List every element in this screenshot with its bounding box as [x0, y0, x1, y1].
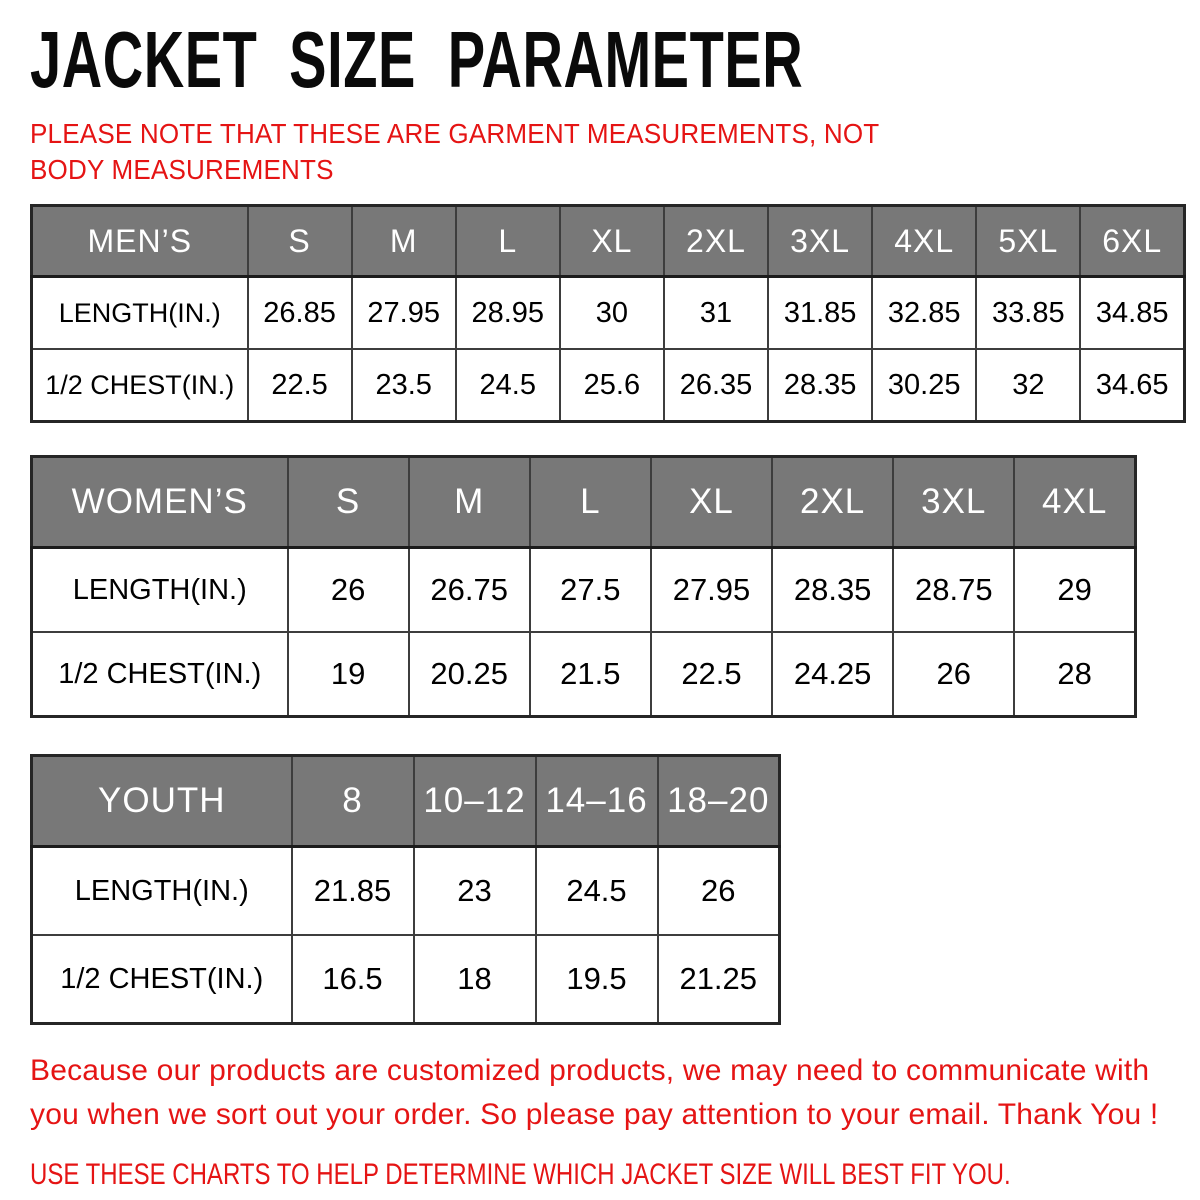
size-value-cell: 23.5: [350, 348, 457, 423]
size-header-cell: 6XL: [1079, 204, 1186, 278]
size-value-cell: 26: [286, 546, 410, 633]
size-header-cell: 2XL: [662, 204, 770, 278]
size-header-cell: S: [246, 204, 353, 278]
size-value-cell: 19.5: [534, 934, 659, 1025]
header-row: WOMEN’S S M L XL 2XL 3XL 4XL: [30, 455, 1137, 549]
size-value-cell: 31.85: [767, 275, 874, 350]
size-value-cell: 28: [1013, 631, 1137, 718]
size-value-cell: 26: [892, 631, 1016, 718]
row-label-cell: 1/2 CHEST(IN.): [30, 934, 293, 1025]
size-value-cell: 29: [1013, 546, 1137, 633]
table-title-cell: WOMEN’S: [30, 455, 289, 549]
page-title: JACKET SIZE PARAMETER: [30, 18, 1185, 102]
size-value-cell: 34.85: [1079, 275, 1186, 350]
size-value-cell: 21.5: [528, 631, 652, 718]
size-header-cell: L: [454, 204, 561, 278]
size-value-cell: 19: [286, 631, 410, 718]
table-title-cell: YOUTH: [30, 754, 293, 848]
size-header-cell: 4XL: [1013, 455, 1137, 549]
size-value-cell: 16.5: [290, 934, 415, 1025]
size-value-cell: 18: [412, 934, 537, 1025]
size-value-cell: 23: [412, 845, 537, 936]
size-value-cell: 26.75: [407, 546, 531, 633]
size-value-cell: 26: [656, 845, 781, 936]
size-header-cell: 4XL: [871, 204, 978, 278]
customization-notice: Because our products are customized prod…: [30, 1054, 1159, 1131]
size-header-cell: M: [407, 455, 531, 549]
size-header-cell: 5XL: [975, 204, 1082, 278]
size-value-cell: 21.25: [656, 934, 781, 1025]
size-value-cell: 22.5: [649, 631, 774, 718]
size-table-womens: WOMEN’S S M L XL 2XL 3XL 4XL LENGTH(IN.) 26 26.75 2…: [30, 455, 1137, 718]
size-header-cell: 8: [290, 754, 415, 848]
size-value-cell: 27.95: [649, 546, 774, 633]
size-header-cell: 3XL: [767, 204, 874, 278]
size-value-cell: 27.5: [528, 546, 652, 633]
size-value-cell: 31: [662, 275, 770, 350]
size-value-cell: 30: [558, 275, 665, 350]
size-header-cell: 18–20: [656, 754, 781, 848]
row-label-cell: 1/2 CHEST(IN.): [30, 348, 249, 423]
size-value-cell: 26.85: [246, 275, 353, 350]
row-label-cell: LENGTH(IN.): [30, 845, 293, 936]
size-value-cell: 24.25: [771, 631, 895, 718]
size-value-cell: 28.75: [892, 546, 1016, 633]
row-label-cell: LENGTH(IN.): [30, 546, 289, 633]
size-value-cell: 32: [975, 348, 1082, 423]
size-table-mens: MEN’S S M L XL 2XL 3XL 4XL 5XL 6XL LENGTH(IN.) 26.8…: [30, 204, 1186, 423]
size-value-cell: 22.5: [246, 348, 353, 423]
row-label-cell: 1/2 CHEST(IN.): [30, 631, 289, 718]
table-title-cell: MEN’S: [30, 204, 249, 278]
size-value-cell: 24.5: [534, 845, 659, 936]
size-value-cell: 26.35: [662, 348, 770, 423]
measurement-row: LENGTH(IN.) 21.85 23 24.5 26: [30, 845, 781, 936]
row-label-cell: LENGTH(IN.): [30, 275, 249, 350]
size-value-cell: 28.95: [454, 275, 561, 350]
size-header-cell: L: [528, 455, 652, 549]
size-header-cell: XL: [649, 455, 774, 549]
page-title-text: JACKET SIZE PARAMETER: [30, 15, 804, 104]
size-header-cell: 10–12: [412, 754, 537, 848]
size-value-cell: 32.85: [871, 275, 978, 350]
size-header-cell: XL: [558, 204, 665, 278]
chart-usage-notice: USE THESE CHARTS TO HELP DETERMINE WHICH…: [30, 1158, 1011, 1191]
size-value-cell: 33.85: [975, 275, 1082, 350]
measurement-row: LENGTH(IN.) 26 26.75 27.5 27.95 28.35 28.75 29: [30, 546, 1137, 633]
size-value-cell: 25.6: [558, 348, 665, 423]
size-header-cell: M: [350, 204, 457, 278]
header-row: YOUTH 8 10–12 14–16 18–20: [30, 754, 781, 848]
size-value-cell: 28.35: [767, 348, 874, 423]
size-header-cell: S: [286, 455, 410, 549]
size-value-cell: 28.35: [771, 546, 895, 633]
size-header-cell: 3XL: [892, 455, 1016, 549]
size-table-youth: YOUTH 8 10–12 14–16 18–20 LENGTH(IN.) 21.85 23 2…: [30, 754, 781, 1025]
size-value-cell: 20.25: [407, 631, 531, 718]
size-value-cell: 21.85: [290, 845, 415, 936]
measurement-row: 1/2 CHEST(IN.) 22.5 23.5 24.5 25.6 26.35 28.35…: [30, 348, 1186, 423]
size-value-cell: 34.65: [1079, 348, 1186, 423]
garment-measurement-note: PLEASE NOTE THAT THESE ARE GARMENT MEASU…: [30, 118, 879, 185]
size-tables-container: MEN’S S M L XL 2XL 3XL 4XL 5XL 6XL LENGTH(IN.) 26.8…: [30, 204, 1186, 1025]
size-header-cell: 2XL: [771, 455, 895, 549]
size-value-cell: 24.5: [454, 348, 561, 423]
size-value-cell: 30.25: [871, 348, 978, 423]
header-row: MEN’S S M L XL 2XL 3XL 4XL 5XL 6XL: [30, 204, 1186, 278]
measurement-row: LENGTH(IN.) 26.85 27.95 28.95 30 31 31.85 32.85…: [30, 275, 1186, 350]
measurement-row: 1/2 CHEST(IN.) 16.5 18 19.5 21.25: [30, 934, 781, 1025]
measurement-row: 1/2 CHEST(IN.) 19 20.25 21.5 22.5 24.25 26 28: [30, 631, 1137, 718]
size-header-cell: 14–16: [534, 754, 659, 848]
size-value-cell: 27.95: [350, 275, 457, 350]
